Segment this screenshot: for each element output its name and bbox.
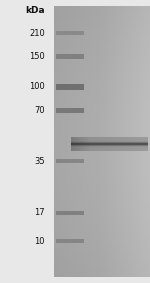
Text: 100: 100 — [29, 82, 45, 91]
Text: 210: 210 — [29, 29, 45, 38]
FancyBboxPatch shape — [56, 159, 84, 164]
FancyBboxPatch shape — [56, 31, 84, 35]
Text: 150: 150 — [29, 52, 45, 61]
FancyBboxPatch shape — [56, 211, 84, 215]
Text: 35: 35 — [34, 157, 45, 166]
Text: kDa: kDa — [25, 6, 45, 15]
Text: 10: 10 — [34, 237, 45, 246]
FancyBboxPatch shape — [56, 108, 84, 113]
FancyBboxPatch shape — [56, 84, 84, 90]
FancyBboxPatch shape — [56, 239, 84, 243]
Text: 70: 70 — [34, 106, 45, 115]
FancyBboxPatch shape — [56, 54, 84, 59]
Text: 17: 17 — [34, 208, 45, 217]
